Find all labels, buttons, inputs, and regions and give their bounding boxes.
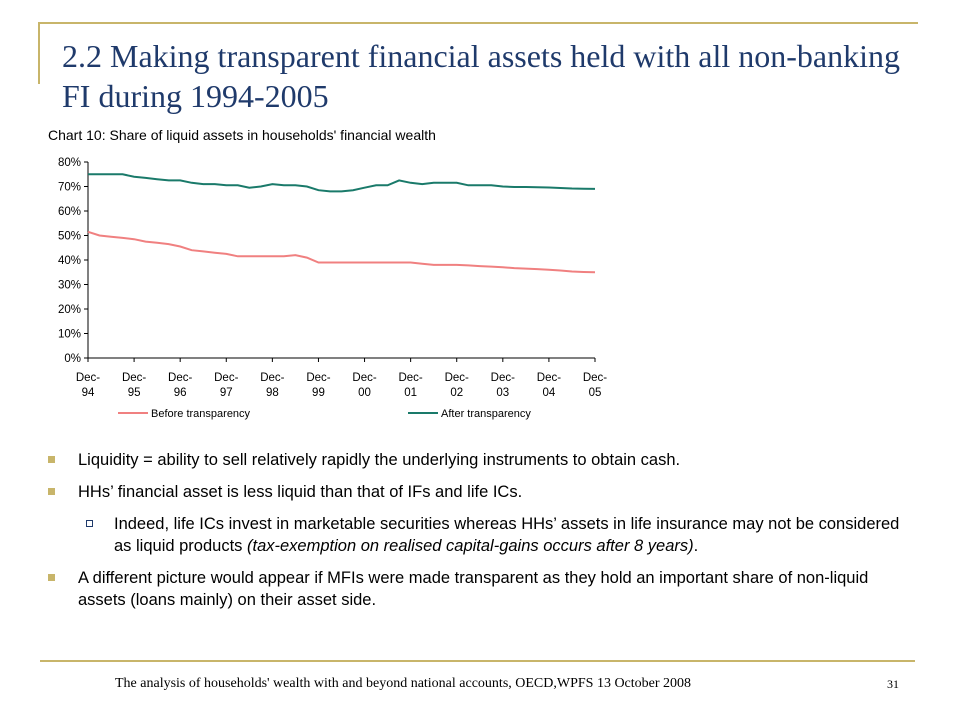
- bullet-text: HHs’ financial asset is less liquid than…: [78, 483, 523, 501]
- x-tick-label: 94: [82, 387, 95, 399]
- frame-top-line: [38, 22, 918, 24]
- legend-label: After transparency: [441, 408, 531, 420]
- bullet-square-icon: [48, 574, 55, 581]
- bullet-item: A different picture would appear if MFIs…: [46, 567, 906, 611]
- slide-title: 2.2 Making transparent financial assets …: [62, 38, 901, 114]
- line-chart: 80% 70% 60% 50% 40% 30% 20% 10% 0% Dec- 94 Dec- 95 De…: [58, 157, 607, 420]
- x-tick-label: 96: [174, 387, 187, 399]
- y-tick-label: 10%: [58, 329, 81, 341]
- sub-bullet-item: Indeed, life ICs invest in marketable se…: [46, 513, 906, 557]
- x-tick-label: Dec-: [168, 372, 192, 384]
- x-tick-label: Dec-: [76, 372, 100, 384]
- x-tick-label: Dec-: [445, 372, 469, 384]
- x-tick-label: Dec-: [491, 372, 515, 384]
- x-tick-label: 98: [266, 387, 279, 399]
- x-tick-label: Dec-: [260, 372, 284, 384]
- y-tick-label: 70%: [58, 182, 81, 194]
- x-tick-label: 95: [128, 387, 141, 399]
- y-tick-label: 0%: [64, 353, 81, 365]
- x-tick-label: 05: [589, 387, 602, 399]
- x-tick-label: Dec-: [214, 372, 238, 384]
- y-tick-label: 60%: [58, 206, 81, 218]
- series-before-transparency: [87, 230, 596, 274]
- bullet-item: Liquidity = ability to sell relatively r…: [46, 449, 906, 471]
- y-tick-label: 40%: [58, 255, 81, 267]
- frame-bottom-line: [40, 660, 915, 662]
- sub-bullet-end: .: [693, 537, 699, 555]
- x-tick-label: 97: [220, 387, 233, 399]
- hollow-square-bullet-icon: [86, 520, 93, 527]
- x-tick-label: 03: [496, 387, 509, 399]
- sub-bullet-italic-text: (tax-exemption on realised capital-gains…: [247, 537, 694, 555]
- bullet-item: HHs’ financial asset is less liquid than…: [46, 481, 906, 503]
- y-tick-label: 30%: [58, 280, 81, 292]
- x-tick-label: 02: [450, 387, 463, 399]
- x-tick-label: Dec-: [306, 372, 330, 384]
- series-after-transparency: [88, 173, 596, 193]
- bullet-list: Liquidity = ability to sell relatively r…: [46, 449, 906, 621]
- x-tick-label: 00: [358, 387, 371, 399]
- bullet-text: Liquidity = ability to sell relatively r…: [78, 451, 681, 469]
- sub-bullet-text: Indeed, life ICs invest in marketable se…: [114, 515, 900, 555]
- x-tick-label: Dec-: [122, 372, 146, 384]
- bullet-square-icon: [48, 456, 55, 463]
- bullet-text: A different picture would appear if MFIs…: [78, 569, 869, 609]
- y-tick-label: 20%: [58, 304, 81, 316]
- y-tick-label: 50%: [58, 231, 81, 243]
- chart-title: Chart 10: Share of liquid assets in hous…: [48, 127, 436, 143]
- x-tick-label: 04: [543, 387, 556, 399]
- x-tick-label: Dec-: [583, 372, 607, 384]
- footer-text: The analysis of households' wealth with …: [115, 676, 692, 691]
- x-tick-label: 01: [404, 387, 417, 399]
- x-tick-label: Dec-: [398, 372, 422, 384]
- legend-label: Before transparency: [151, 408, 251, 420]
- bullet-square-icon: [48, 488, 55, 495]
- frame-left-line: [38, 22, 40, 84]
- x-tick-label: Dec-: [352, 372, 376, 384]
- page-number: 31: [887, 677, 899, 691]
- x-tick-label: 99: [312, 387, 325, 399]
- x-tick-label: Dec-: [537, 372, 561, 384]
- y-tick-label: 80%: [58, 157, 81, 169]
